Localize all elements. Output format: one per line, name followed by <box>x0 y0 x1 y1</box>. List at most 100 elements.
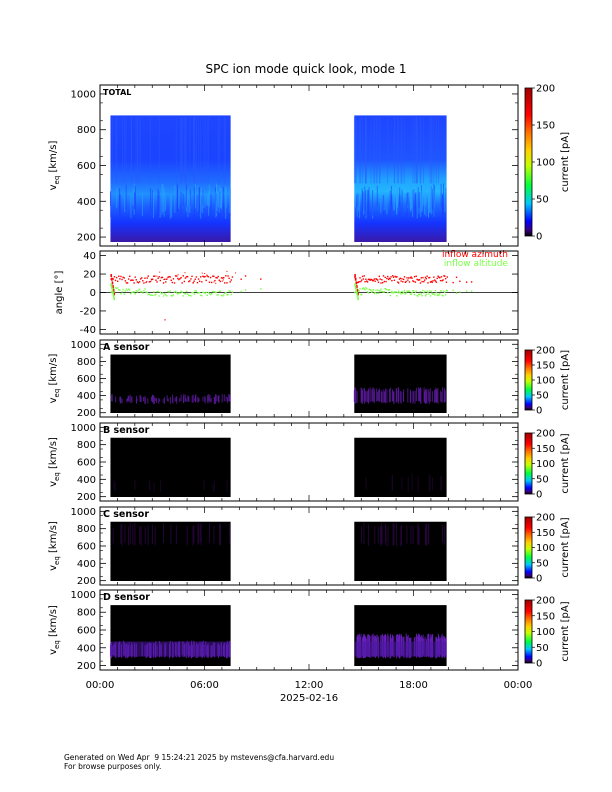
angle-point-azimuth <box>183 280 186 283</box>
angle-point-altitude <box>379 290 381 292</box>
angle-point-azimuth <box>222 279 224 281</box>
angle-point-azimuth <box>367 278 370 281</box>
angle-point-azimuth <box>156 281 158 283</box>
angle-point-altitude <box>403 289 406 292</box>
y-tick-label: 400 <box>77 475 96 486</box>
y-axis-label: veq [km/s] <box>48 521 61 571</box>
angle-point-azimuth <box>418 279 420 281</box>
angle-point-altitude <box>356 294 359 298</box>
angle-point-azimuth <box>423 280 425 283</box>
angle-point-altitude <box>157 290 159 293</box>
y-tick-label: 800 <box>77 125 96 136</box>
angle-point-altitude <box>437 293 439 296</box>
angle-point-altitude <box>144 288 146 290</box>
angle-point-azimuth <box>170 279 172 281</box>
angle-point-altitude <box>394 291 396 293</box>
angle-point-azimuth <box>130 279 132 282</box>
angle-point-azimuth <box>139 278 142 280</box>
angle-point-azimuth <box>359 277 361 279</box>
angle-point-altitude <box>228 290 230 292</box>
angle-point-azimuth <box>168 276 170 278</box>
angle-point-azimuth <box>123 277 125 279</box>
angle-point-altitude <box>412 289 414 292</box>
angle-point-altitude <box>378 290 381 292</box>
angle-point-azimuth <box>240 278 242 280</box>
angle-point-altitude <box>169 290 171 292</box>
angle-point-azimuth <box>356 281 359 284</box>
angle-point-altitude <box>426 290 428 292</box>
spectrogram-block <box>110 437 231 497</box>
angle-point-altitude <box>410 293 412 296</box>
angle-point-azimuth <box>439 279 442 282</box>
colorbar-tick-label: 50 <box>536 474 549 485</box>
angle-point-azimuth <box>415 275 417 277</box>
angle-point-azimuth <box>161 276 164 279</box>
angle-point-azimuth <box>430 280 433 283</box>
angle-point-altitude <box>139 291 142 293</box>
angle-point-altitude <box>154 294 156 296</box>
angle-point-azimuth <box>419 282 422 284</box>
angle-point-altitude <box>207 291 210 294</box>
angle-point-altitude <box>217 294 219 296</box>
angle-point-azimuth <box>465 281 468 283</box>
y-tick-label: 20 <box>83 270 96 281</box>
angle-point-azimuth <box>110 274 113 278</box>
angle-point-altitude <box>163 293 166 295</box>
spectrogram-band <box>110 641 231 657</box>
angle-point-azimuth <box>174 275 177 277</box>
angle-point-azimuth <box>125 282 128 284</box>
y-tick-label: 400 <box>77 197 96 208</box>
angle-point-altitude <box>112 291 114 295</box>
angle-point-altitude <box>445 289 448 292</box>
y-tick-label: 200 <box>77 233 96 244</box>
angle-point-azimuth <box>133 282 135 284</box>
angle-point-altitude <box>114 287 117 289</box>
angle-point-altitude <box>119 289 121 291</box>
angle-point-altitude <box>423 290 426 293</box>
angle-point-altitude <box>208 292 211 295</box>
panel-c-sensor: 200 400 600 800 1000 veq [km/s] C sensor 0 50 100… <box>48 506 571 587</box>
y-tick-label: 200 <box>77 576 96 587</box>
angle-point-altitude <box>111 288 114 292</box>
angle-point-azimuth <box>184 277 187 279</box>
angle-point-azimuth <box>184 272 186 274</box>
angle-point-azimuth <box>227 275 229 277</box>
spectrogram-block <box>354 115 447 242</box>
angle-point-azimuth <box>385 280 387 283</box>
angle-point-azimuth <box>146 277 148 279</box>
angle-point-altitude <box>363 288 365 290</box>
angle-point-azimuth <box>388 277 391 280</box>
y-tick-label: -40 <box>80 325 96 336</box>
y-tick-label: 600 <box>77 161 96 172</box>
angle-point-altitude <box>124 290 127 292</box>
colorbar-tick-label: 200 <box>536 84 555 95</box>
angle-point-azimuth <box>188 280 190 283</box>
colorbar-tick-label: 200 <box>536 596 555 607</box>
angle-point-altitude <box>425 293 428 296</box>
angle-point-azimuth <box>224 282 226 284</box>
angle-point-azimuth <box>129 275 131 277</box>
spectrogram-band <box>354 641 447 657</box>
angle-point-altitude <box>374 291 376 294</box>
y-tick-label: 400 <box>77 643 96 654</box>
angle-point-azimuth <box>382 275 385 277</box>
angle-point-azimuth <box>190 278 192 280</box>
angle-point-altitude <box>413 289 415 292</box>
angle-point-azimuth <box>176 275 178 277</box>
angle-point-azimuth <box>396 276 398 278</box>
angle-point-azimuth <box>202 275 204 277</box>
angle-point-azimuth <box>214 279 216 282</box>
angle-point-altitude <box>355 288 358 292</box>
y-tick-label: 400 <box>77 391 96 402</box>
angle-point-azimuth <box>219 280 222 283</box>
angle-point-altitude <box>168 291 170 293</box>
angle-point-altitude <box>115 287 118 289</box>
angle-point-altitude <box>192 291 194 294</box>
colorbar-tick-label: 150 <box>536 121 555 132</box>
angle-point-altitude <box>179 292 181 294</box>
angle-point-altitude <box>367 292 370 294</box>
angle-point-altitude <box>360 293 362 296</box>
angle-point-altitude <box>135 289 137 292</box>
angle-point-azimuth <box>446 276 448 278</box>
angle-point-azimuth <box>182 275 184 277</box>
